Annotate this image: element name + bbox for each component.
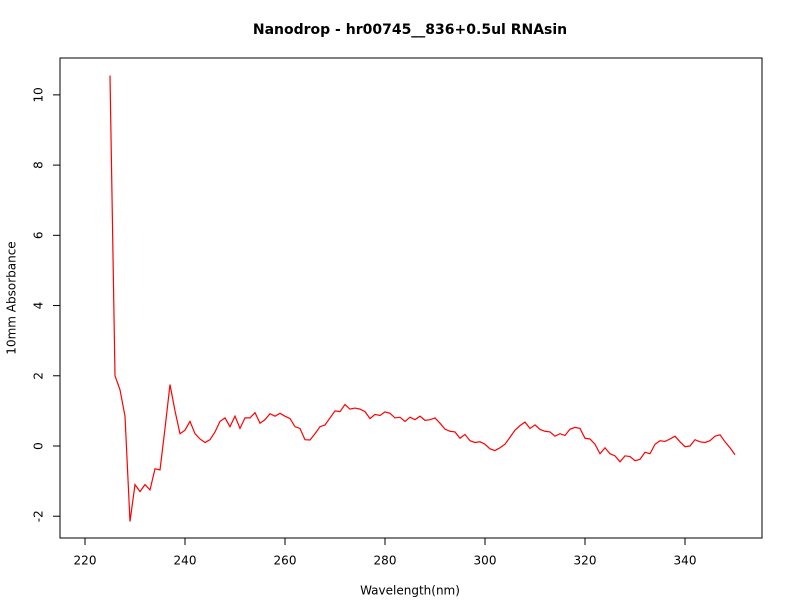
- x-tick-label: 240: [174, 554, 197, 568]
- x-tick-label: 320: [574, 554, 597, 568]
- y-tick-label: 8: [32, 161, 46, 169]
- data-line: [109, 75, 736, 522]
- x-tick-label: 300: [474, 554, 497, 568]
- y-tick-label: 2: [32, 372, 46, 380]
- x-axis-label: Wavelength(nm): [360, 584, 460, 598]
- y-tick-label: 10: [32, 87, 46, 102]
- y-axis-label: 10mm Absorbance: [5, 241, 19, 354]
- y-tick-label: 4: [32, 302, 46, 310]
- x-tick-label: 220: [74, 554, 97, 568]
- x-tick-label: 260: [274, 554, 297, 568]
- y-tick-label: 6: [32, 232, 46, 240]
- plot-frame: [59, 57, 763, 539]
- chart-title: Nanodrop - hr00745__836+0.5ul RNAsin: [253, 22, 567, 38]
- y-tick-label: -2: [32, 510, 46, 522]
- y-tick-label: 0: [32, 442, 46, 450]
- x-tick-label: 280: [374, 554, 397, 568]
- x-tick-label: 340: [674, 554, 697, 568]
